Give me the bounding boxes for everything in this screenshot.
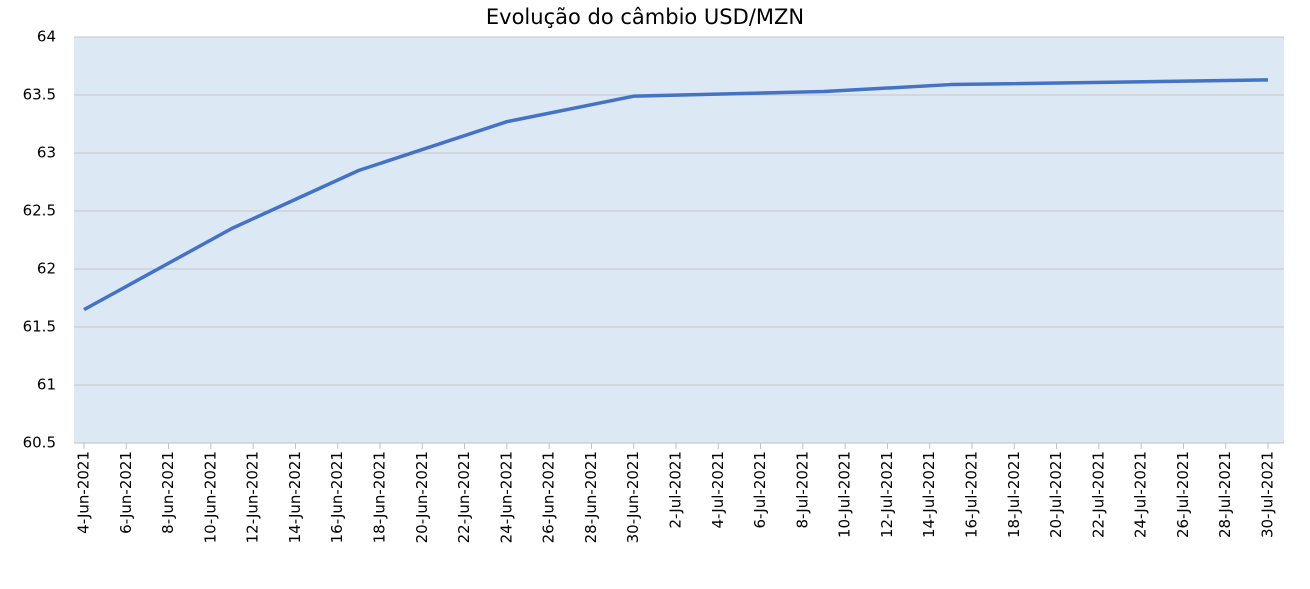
x-tick-label: 6-Jul-2021 [751, 451, 769, 528]
x-tick-label: 28-Jun-2021 [582, 451, 600, 543]
x-tick-label: 20-Jun-2021 [413, 451, 431, 543]
y-tick-label: 61.5 [23, 318, 56, 336]
x-tick-label: 22-Jun-2021 [455, 451, 473, 543]
x-tick-label: 26-Jun-2021 [540, 451, 558, 543]
x-tick-label: 8-Jun-2021 [159, 451, 177, 534]
x-tick-label: 30-Jul-2021 [1259, 451, 1277, 538]
y-tick-label: 60.5 [23, 434, 56, 452]
chart-title: Evolução do câmbio USD/MZN [486, 5, 804, 29]
x-tick-label: 14-Jun-2021 [286, 451, 304, 543]
x-tick-label: 24-Jul-2021 [1132, 451, 1150, 538]
x-tick-label: 22-Jul-2021 [1089, 451, 1107, 538]
x-tick-label: 26-Jul-2021 [1174, 451, 1192, 538]
x-tick-label: 4-Jul-2021 [709, 451, 727, 528]
x-tick-label: 16-Jun-2021 [328, 451, 346, 543]
x-tick-label: 18-Jun-2021 [371, 451, 389, 543]
x-tick-label: 24-Jun-2021 [497, 451, 515, 543]
x-tick-label: 10-Jul-2021 [836, 451, 854, 538]
y-tick-label: 62.5 [23, 202, 56, 220]
y-tick-label: 63 [37, 144, 56, 162]
x-tick-label: 16-Jul-2021 [963, 451, 981, 538]
plot-area [74, 37, 1284, 443]
y-tick-label: 62 [37, 260, 56, 278]
x-tick-label: 20-Jul-2021 [1047, 451, 1065, 538]
y-tick-label: 64 [37, 28, 56, 46]
x-tick-label: 18-Jul-2021 [1005, 451, 1023, 538]
x-tick-label: 30-Jun-2021 [624, 451, 642, 543]
x-tick-label: 10-Jun-2021 [201, 451, 219, 543]
x-tick-label: 12-Jul-2021 [878, 451, 896, 538]
x-tick-label: 6-Jun-2021 [117, 451, 135, 534]
x-tick-label: 8-Jul-2021 [793, 451, 811, 528]
y-tick-label: 63.5 [23, 86, 56, 104]
y-tick-label: 61 [37, 376, 56, 394]
x-tick-label: 28-Jul-2021 [1216, 451, 1234, 538]
x-tick-label: 12-Jun-2021 [244, 451, 262, 543]
x-tick-label: 2-Jul-2021 [667, 451, 685, 528]
x-tick-label: 4-Jun-2021 [75, 451, 93, 534]
x-tick-label: 14-Jul-2021 [920, 451, 938, 538]
data-line [83, 78, 1269, 312]
